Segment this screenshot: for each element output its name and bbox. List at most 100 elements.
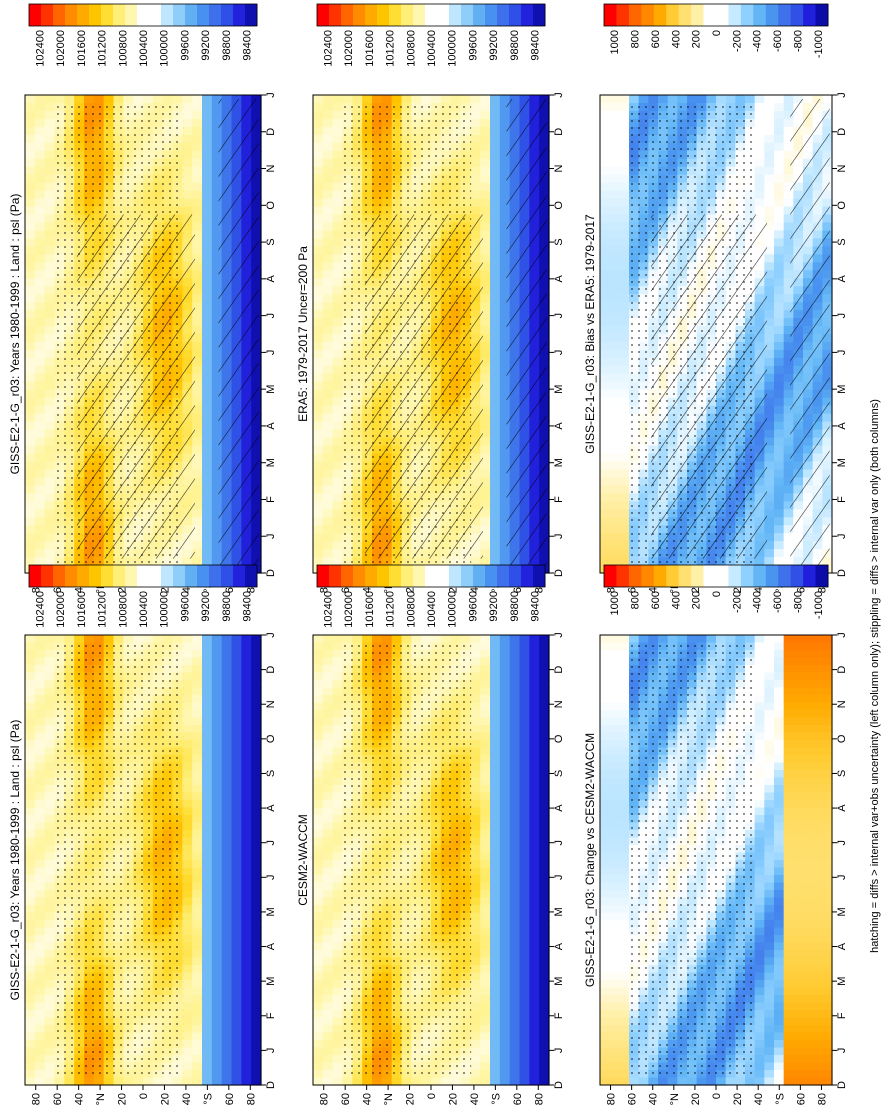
colorbar-tick-label: 102400 <box>322 30 334 67</box>
month-tick-label: S <box>265 238 277 245</box>
heatmap-cell <box>211 302 223 311</box>
month-tick-label: D <box>553 128 565 136</box>
colorbar: 102400 102000 101600 101200 100800 100400 1000… <box>316 3 546 67</box>
heatmap-cell <box>25 830 36 839</box>
heatmap-cell <box>221 950 233 959</box>
heatmap-cell <box>313 381 324 391</box>
heatmap-cell <box>251 755 262 764</box>
heatmap-cell <box>25 657 36 666</box>
colorbar-tick-label: 101600 <box>76 591 88 628</box>
heatmap-cell <box>211 875 223 884</box>
heatmap-cell <box>202 341 213 351</box>
heatmap-cell <box>499 672 511 681</box>
heatmap-cell <box>221 680 233 689</box>
heatmap-cell <box>221 815 233 824</box>
heatmap-cell <box>332 134 344 144</box>
heatmap-cell <box>25 740 36 749</box>
heatmap-cell <box>44 182 56 192</box>
heatmap-cell <box>480 702 491 711</box>
heatmap-cell <box>192 278 203 287</box>
heatmap-cell <box>499 453 511 463</box>
heatmap-cell <box>25 807 36 816</box>
heatmap-cell <box>34 453 46 463</box>
heatmap-cell <box>211 822 223 831</box>
heatmap-cell <box>322 254 334 263</box>
heatmap-cell <box>480 238 491 247</box>
heatmap-cell <box>182 777 193 786</box>
heatmap-cell <box>490 672 501 681</box>
heatmap-cell <box>499 421 511 431</box>
heatmap-cell <box>211 541 223 550</box>
heatmap-cell <box>221 845 233 854</box>
heatmap-cell <box>182 142 193 152</box>
heatmap-cell <box>490 413 501 423</box>
heatmap-cell <box>509 680 521 689</box>
heatmap-cell <box>241 672 252 681</box>
heatmap-cell <box>192 995 203 1004</box>
heatmap-cell <box>202 286 213 295</box>
heatmap-cell <box>499 485 511 494</box>
heatmap-cell <box>211 1055 223 1064</box>
heatmap-cell <box>192 755 203 764</box>
heatmap-cell <box>44 254 56 263</box>
heatmap-cell <box>211 672 223 681</box>
heatmap-cell <box>241 875 252 884</box>
heatmap-cell <box>192 897 203 906</box>
heatmap-cell <box>313 642 324 651</box>
heatmap-cell <box>221 995 233 1004</box>
heatmap-cell <box>182 815 193 824</box>
heatmap-cell <box>231 1002 242 1011</box>
heatmap-cell <box>202 174 213 184</box>
heatmap-cell <box>192 206 203 216</box>
heatmap-cell <box>313 687 324 696</box>
heatmap-cell <box>490 238 501 247</box>
heatmap-cell <box>251 995 262 1004</box>
colorbar-swatch <box>389 565 402 587</box>
heatmap-cell <box>202 942 213 951</box>
heatmap-cell <box>211 635 223 644</box>
heatmap-cell <box>202 1010 213 1019</box>
heatmap-cell <box>470 665 481 674</box>
heatmap-cell <box>251 717 262 726</box>
heatmap-cell <box>202 957 213 966</box>
heatmap-cell <box>251 710 262 719</box>
heatmap-cell <box>44 421 56 431</box>
heatmap-cell <box>313 541 324 550</box>
heatmap-cell <box>182 837 193 846</box>
heatmap-cell <box>322 533 334 542</box>
heatmap-cell <box>192 110 203 120</box>
heatmap-cell <box>313 533 324 542</box>
heatmap-cell <box>192 987 203 996</box>
colorbar-swatch <box>221 565 234 587</box>
heatmap-cell <box>211 142 223 152</box>
heatmap-cell <box>470 182 481 192</box>
heatmap-cell <box>490 740 501 749</box>
heatmap-cell <box>25 142 36 152</box>
panel-cesm2-climatology: 102400 102000 101600 101200 100800 100400 1000… <box>296 564 565 1105</box>
heatmap-cell <box>332 642 344 651</box>
heatmap-cell <box>182 867 193 876</box>
heatmap-cell <box>192 461 203 471</box>
heatmap-cell <box>313 405 324 415</box>
heatmap-cell <box>480 389 491 399</box>
colorbar-swatch <box>497 4 510 26</box>
heatmap-cell <box>241 762 252 771</box>
month-tick-label: J <box>265 533 277 539</box>
heatmap-cell <box>34 445 46 455</box>
heatmap-cell <box>25 950 36 959</box>
heatmap-cell <box>332 102 344 112</box>
heatmap-cell <box>231 860 242 869</box>
heatmap-cell <box>332 334 344 343</box>
heatmap-cell <box>152 635 164 644</box>
heatmap-cell <box>490 126 501 136</box>
heatmap-cell <box>231 770 242 779</box>
heatmap-cell <box>499 445 511 455</box>
heatmap-cell <box>332 405 344 415</box>
heatmap-cell <box>411 635 422 644</box>
heatmap-cell <box>490 517 501 526</box>
heatmap-cell <box>25 445 36 455</box>
month-tick-label: J <box>265 1048 277 1054</box>
heatmap-cell <box>211 286 223 295</box>
colorbar-tick-label: 102000 <box>343 30 355 67</box>
heatmap-cell <box>202 702 213 711</box>
